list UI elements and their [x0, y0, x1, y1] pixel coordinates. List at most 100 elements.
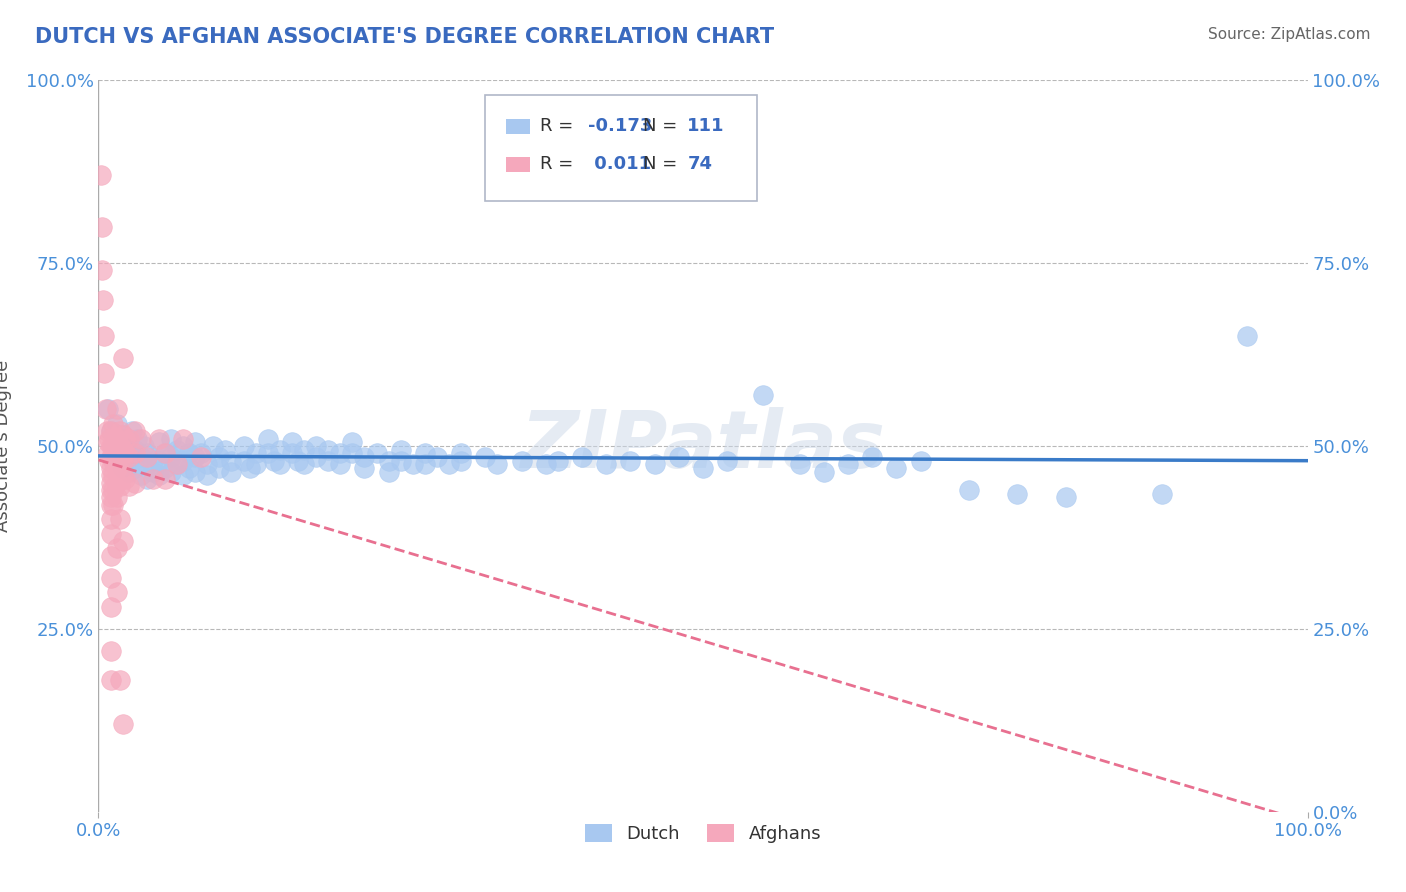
Point — [114, 432, 136, 446]
Point — [98, 432, 121, 446]
Point — [101, 439, 124, 453]
Point — [134, 439, 156, 453]
Point — [153, 472, 176, 486]
Point — [108, 453, 131, 467]
Point — [402, 457, 425, 471]
Text: N =: N = — [643, 118, 682, 136]
Point — [111, 453, 134, 467]
Point — [111, 717, 134, 731]
Point — [450, 446, 472, 460]
Point — [100, 549, 122, 563]
Point — [910, 453, 932, 467]
Point — [160, 432, 183, 446]
Point — [142, 465, 165, 479]
Point — [413, 446, 436, 460]
Point — [342, 435, 364, 450]
Point — [413, 457, 436, 471]
Point — [118, 465, 141, 479]
Point — [111, 428, 134, 442]
Point — [179, 461, 201, 475]
Point — [105, 402, 128, 417]
FancyBboxPatch shape — [485, 95, 758, 201]
Point — [172, 439, 194, 453]
Point — [124, 446, 146, 460]
Point — [342, 446, 364, 460]
Point — [256, 432, 278, 446]
Point — [692, 461, 714, 475]
Point — [202, 439, 225, 453]
Point — [111, 442, 134, 457]
Point — [860, 450, 883, 464]
Point — [90, 169, 112, 183]
Text: R =: R = — [540, 155, 579, 173]
Point — [1007, 486, 1029, 500]
Point — [160, 465, 183, 479]
Point — [595, 457, 617, 471]
Point — [426, 450, 449, 464]
Point — [195, 457, 218, 471]
Point — [172, 468, 194, 483]
Point — [1236, 329, 1258, 343]
Point — [184, 450, 207, 464]
Point — [129, 450, 152, 464]
Point — [100, 673, 122, 687]
Point — [166, 457, 188, 471]
Point — [190, 446, 212, 460]
Point — [118, 432, 141, 446]
Point — [148, 432, 170, 446]
Point — [366, 446, 388, 460]
Point — [1054, 490, 1077, 504]
Text: 0.011: 0.011 — [588, 155, 651, 173]
Point — [118, 450, 141, 464]
Point — [114, 446, 136, 460]
Point — [172, 453, 194, 467]
Point — [232, 453, 254, 467]
Point — [100, 644, 122, 658]
Point — [135, 457, 157, 471]
Point — [96, 425, 118, 439]
Point — [208, 450, 231, 464]
Point — [118, 479, 141, 493]
Point — [474, 450, 496, 464]
Point — [221, 453, 243, 467]
Point — [100, 490, 122, 504]
Point — [114, 435, 136, 450]
Point — [619, 453, 641, 467]
Point — [105, 432, 128, 446]
Point — [100, 475, 122, 490]
Point — [135, 450, 157, 464]
Point — [100, 599, 122, 614]
Point — [100, 526, 122, 541]
Point — [716, 453, 738, 467]
Point — [101, 468, 124, 483]
Point — [389, 442, 412, 457]
Point — [100, 461, 122, 475]
Point — [105, 541, 128, 556]
Point — [100, 439, 122, 453]
Point — [101, 417, 124, 431]
Point — [190, 450, 212, 464]
Point — [752, 388, 775, 402]
Point — [100, 483, 122, 497]
Text: -0.173: -0.173 — [588, 118, 652, 136]
Point — [316, 442, 339, 457]
Point — [269, 442, 291, 457]
Point — [232, 439, 254, 453]
Point — [166, 457, 188, 471]
Point — [256, 446, 278, 460]
Point — [114, 472, 136, 486]
Point — [214, 442, 236, 457]
Point — [101, 453, 124, 467]
Point — [437, 457, 460, 471]
Point — [101, 483, 124, 497]
Point — [184, 465, 207, 479]
Point — [129, 468, 152, 483]
Point — [108, 446, 131, 460]
Legend: Dutch, Afghans: Dutch, Afghans — [578, 816, 828, 850]
Point — [108, 673, 131, 687]
Point — [287, 453, 309, 467]
Point — [148, 435, 170, 450]
Point — [100, 425, 122, 439]
Point — [97, 402, 120, 417]
Point — [510, 453, 533, 467]
